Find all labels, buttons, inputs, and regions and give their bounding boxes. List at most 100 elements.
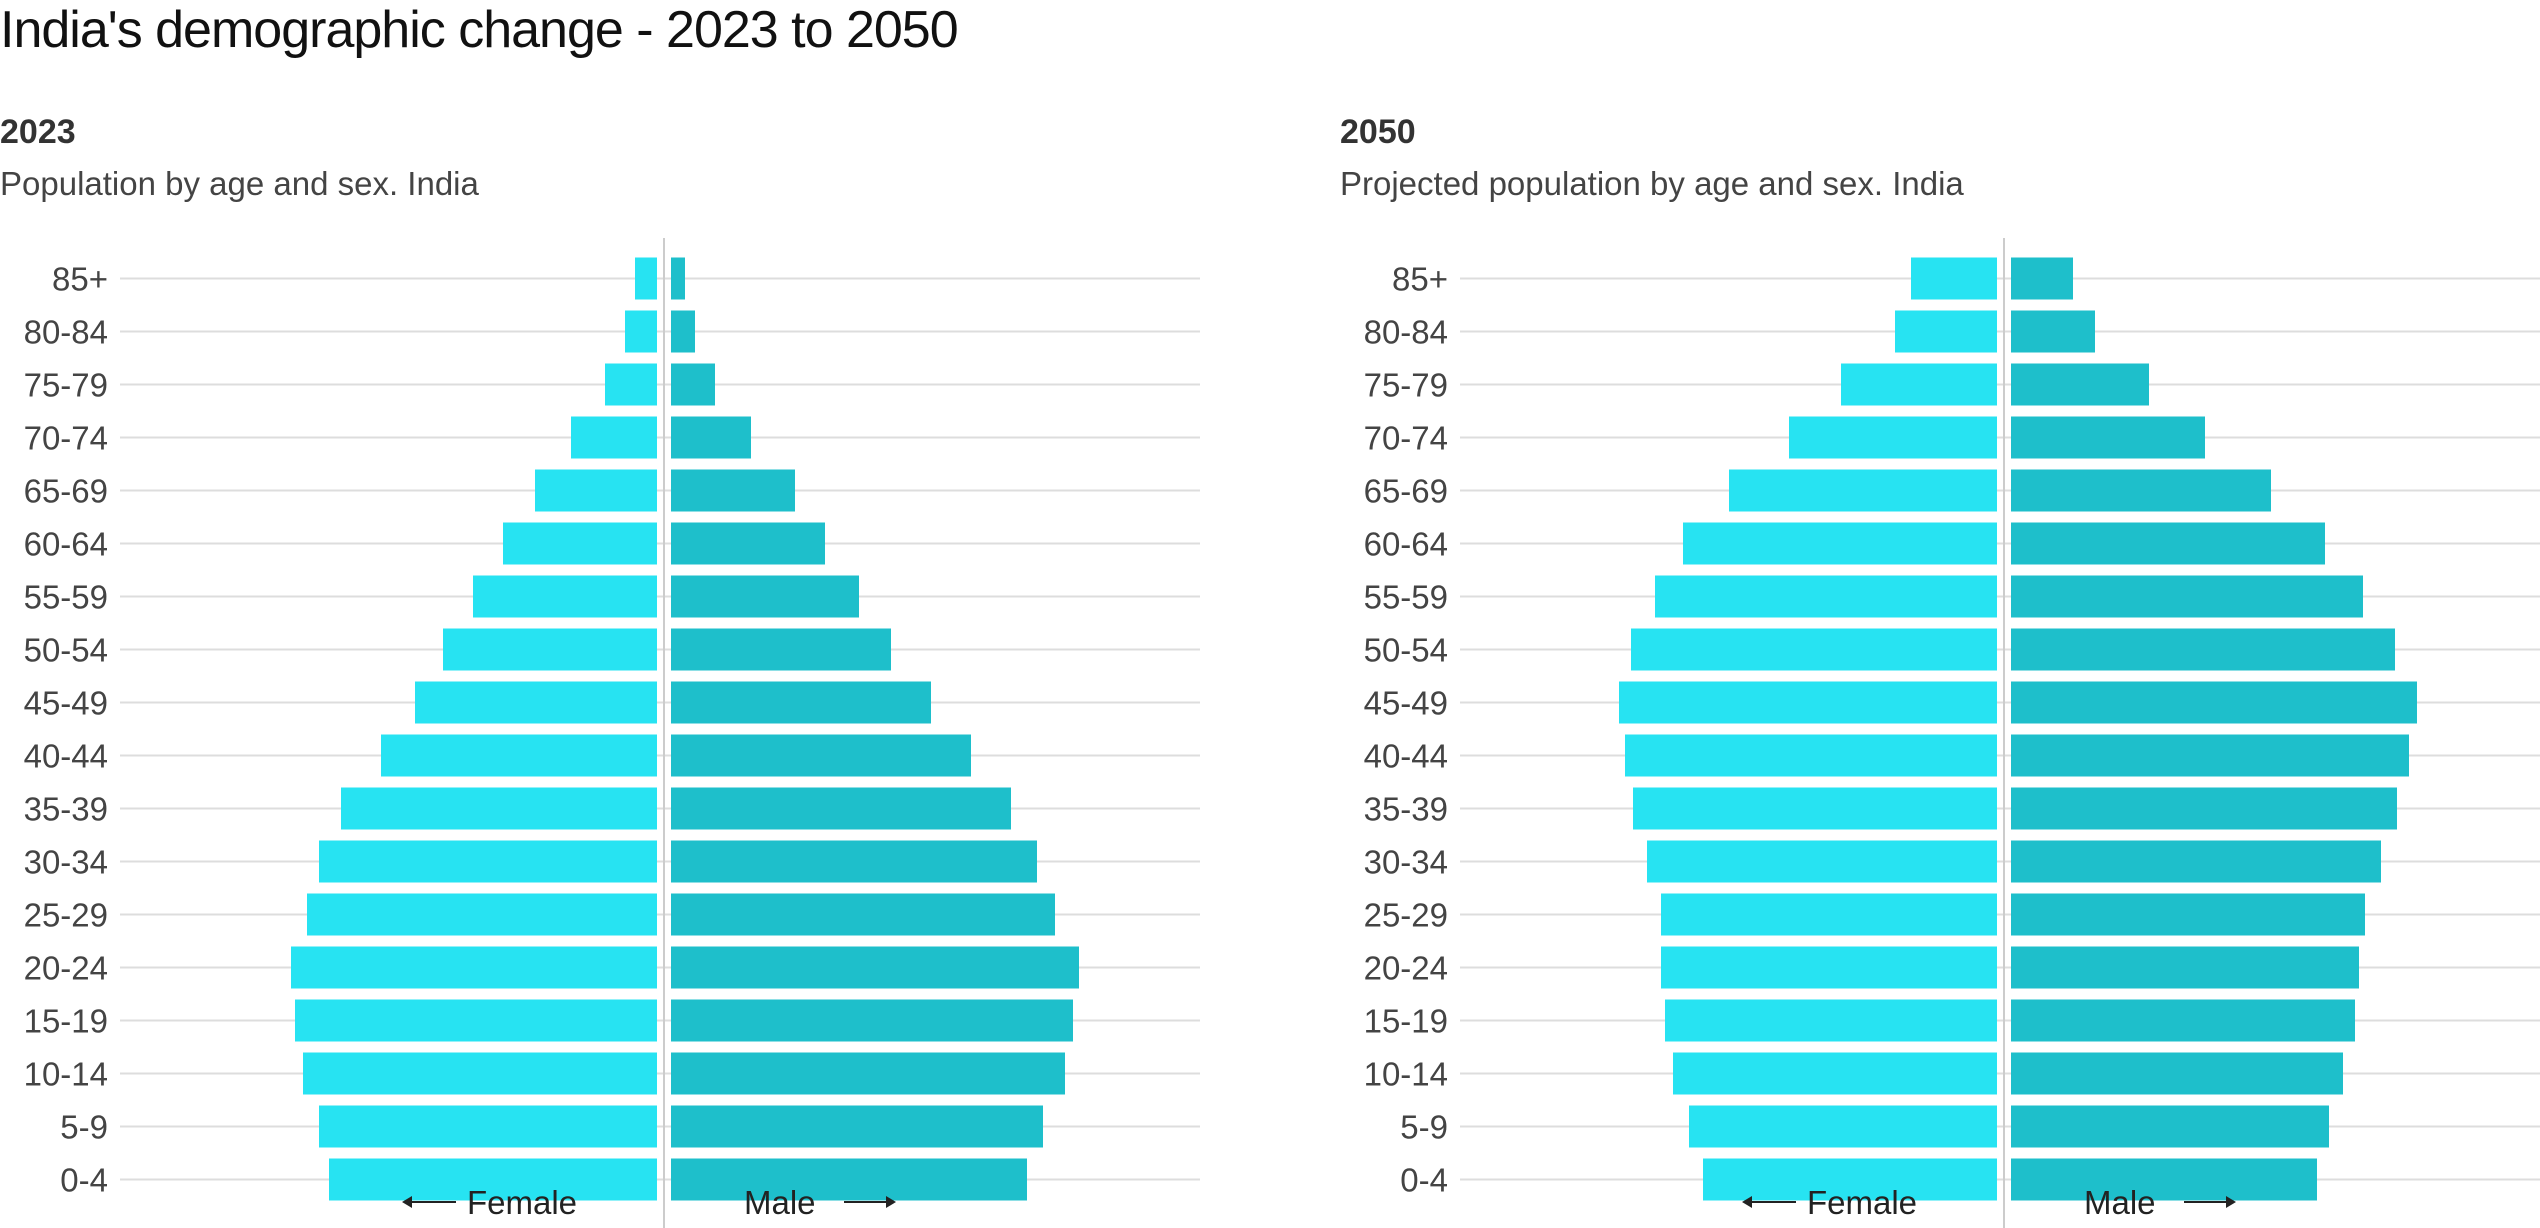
bar-male-15-19: [671, 999, 1073, 1042]
age-label: 5-9: [1400, 1109, 1448, 1146]
bar-female-55-59: [1655, 575, 1997, 618]
age-label: 25-29: [24, 897, 108, 934]
bar-female-80-84: [625, 310, 657, 353]
bar-female-45-49: [1619, 681, 1997, 724]
bar-male-60-64: [671, 522, 825, 565]
age-label: 35-39: [24, 791, 108, 828]
bar-male-45-49: [2011, 681, 2417, 724]
bar-male-15-19: [2011, 999, 2355, 1042]
legend-male: Male: [744, 1184, 816, 1221]
bar-female-35-39: [1633, 787, 1997, 830]
arrow-left-icon: [1742, 1196, 1752, 1208]
bar-male-60-64: [2011, 522, 2325, 565]
bar-female-10-14: [1673, 1052, 1997, 1095]
bar-male-85+: [2011, 257, 2073, 300]
bar-male-50-54: [671, 628, 891, 671]
panel-title: 2023: [0, 113, 76, 151]
age-label: 50-54: [24, 632, 108, 669]
bar-male-50-54: [2011, 628, 2395, 671]
bar-female-40-44: [381, 734, 657, 777]
bar-male-25-29: [2011, 893, 2365, 936]
age-label: 25-29: [1364, 897, 1448, 934]
age-label: 0-4: [1400, 1162, 1448, 1199]
bar-male-65-69: [671, 469, 795, 512]
age-label: 5-9: [60, 1109, 108, 1146]
bar-male-85+: [671, 257, 685, 300]
age-label: 75-79: [24, 367, 108, 404]
bar-male-65-69: [2011, 469, 2271, 512]
bar-male-10-14: [2011, 1052, 2343, 1095]
bar-male-0-4: [671, 1158, 1027, 1201]
age-label: 80-84: [24, 314, 108, 351]
bar-female-25-29: [1661, 893, 1997, 936]
age-label: 40-44: [24, 738, 108, 775]
arrow-left-icon: [402, 1196, 412, 1208]
age-label: 45-49: [1364, 685, 1448, 722]
bar-male-70-74: [2011, 416, 2205, 459]
age-label: 55-59: [1364, 579, 1448, 616]
panel-subtitle: Population by age and sex. India: [0, 165, 480, 202]
bar-male-20-24: [671, 946, 1079, 989]
bar-female-0-4: [1703, 1158, 1997, 1201]
legend-female: Female: [467, 1184, 577, 1221]
age-label: 70-74: [24, 420, 108, 457]
bar-female-20-24: [1661, 946, 1997, 989]
legend-male: Male: [2084, 1184, 2156, 1221]
age-label: 10-14: [1364, 1056, 1448, 1093]
bar-female-65-69: [535, 469, 657, 512]
legend-female: Female: [1807, 1184, 1917, 1221]
bar-male-45-49: [671, 681, 931, 724]
age-label: 10-14: [24, 1056, 108, 1093]
bar-female-60-64: [1683, 522, 1997, 565]
pyramid-2023: 2023 Population by age and sex. India 85+ 8…: [0, 113, 1200, 1228]
bar-female-0-4: [329, 1158, 657, 1201]
bar-female-15-19: [1665, 999, 1997, 1042]
bar-male-0-4: [2011, 1158, 2317, 1201]
bar-female-50-54: [1631, 628, 1997, 671]
bar-female-40-44: [1625, 734, 1997, 777]
age-label: 60-64: [24, 526, 108, 563]
age-label: 85+: [52, 261, 108, 298]
bar-male-20-24: [2011, 946, 2359, 989]
bar-male-80-84: [2011, 310, 2095, 353]
bar-female-85+: [635, 257, 657, 300]
age-label: 50-54: [1364, 632, 1448, 669]
age-label: 85+: [1392, 261, 1448, 298]
bar-male-70-74: [671, 416, 751, 459]
bar-male-80-84: [671, 310, 695, 353]
bar-male-5-9: [671, 1105, 1043, 1148]
bar-female-5-9: [1689, 1105, 1997, 1148]
age-label: 65-69: [24, 473, 108, 510]
bar-female-60-64: [503, 522, 657, 565]
bar-male-75-79: [671, 363, 715, 406]
bar-male-35-39: [2011, 787, 2397, 830]
chart-title: India's demographic change - 2023 to 205…: [0, 1, 959, 59]
bar-female-5-9: [319, 1105, 657, 1148]
bar-female-35-39: [341, 787, 657, 830]
bar-female-55-59: [473, 575, 657, 618]
bar-female-15-19: [295, 999, 657, 1042]
bar-male-30-34: [2011, 840, 2381, 883]
bar-male-40-44: [2011, 734, 2409, 777]
bar-female-80-84: [1895, 310, 1997, 353]
panel-subtitle: Projected population by age and sex. Ind…: [1340, 165, 1964, 202]
bar-male-5-9: [2011, 1105, 2329, 1148]
bar-female-75-79: [1841, 363, 1997, 406]
age-label: 65-69: [1364, 473, 1448, 510]
bar-male-30-34: [671, 840, 1037, 883]
age-label: 15-19: [24, 1003, 108, 1040]
bar-male-35-39: [671, 787, 1011, 830]
age-label: 15-19: [1364, 1003, 1448, 1040]
bar-female-70-74: [1789, 416, 1997, 459]
age-label: 70-74: [1364, 420, 1448, 457]
age-label: 75-79: [1364, 367, 1448, 404]
age-label: 20-24: [1364, 950, 1448, 987]
bar-female-20-24: [291, 946, 657, 989]
bar-male-55-59: [2011, 575, 2363, 618]
bar-female-65-69: [1729, 469, 1997, 512]
age-label: 20-24: [24, 950, 108, 987]
age-label: 55-59: [24, 579, 108, 616]
age-label: 35-39: [1364, 791, 1448, 828]
panel-title: 2050: [1340, 113, 1416, 151]
